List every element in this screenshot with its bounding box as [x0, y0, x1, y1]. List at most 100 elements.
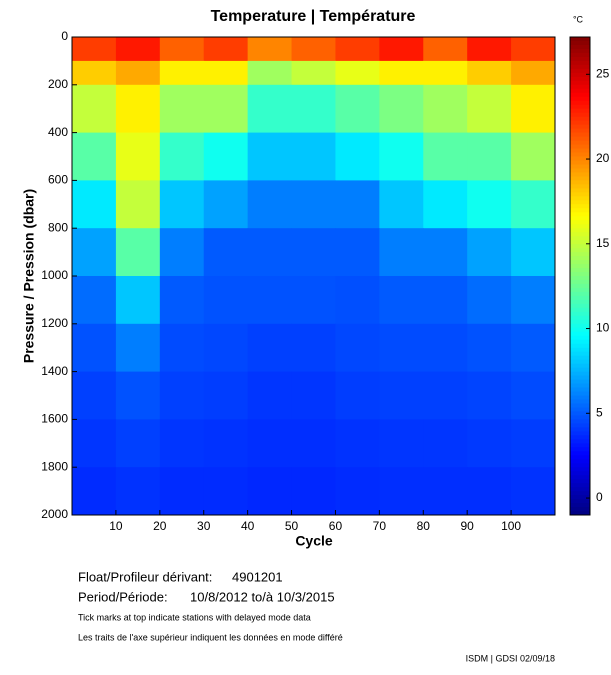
- heat-cell: [159, 132, 205, 181]
- colorbar-step: [570, 487, 590, 492]
- colorbar-step: [570, 256, 590, 261]
- colorbar-step: [570, 311, 590, 317]
- colorbar-step: [570, 495, 590, 500]
- heat-cell: [467, 371, 512, 420]
- heat-cell: [247, 467, 293, 516]
- heat-cell: [467, 276, 512, 325]
- colorbar-tick-label: 5: [596, 405, 603, 419]
- colorbar-step: [570, 196, 590, 201]
- heat-cell: [115, 180, 161, 229]
- colorbar-step: [570, 168, 590, 173]
- heat-cell: [115, 371, 161, 420]
- heat-cell: [423, 276, 468, 325]
- colorbar-step: [570, 37, 590, 42]
- colorbar-step: [570, 88, 590, 94]
- colorbar-step: [570, 459, 590, 464]
- y-tick-label: 2000: [41, 507, 68, 521]
- colorbar-step: [570, 403, 590, 408]
- colorbar-step: [570, 443, 590, 448]
- heat-cell: [203, 419, 249, 468]
- colorbar-step: [570, 188, 590, 193]
- colorbar-step: [570, 475, 590, 480]
- colorbar-step: [570, 371, 590, 377]
- colorbar-step: [570, 76, 590, 82]
- heat-cell: [423, 180, 468, 229]
- heat-cell: [423, 228, 468, 277]
- heat-cell: [203, 323, 249, 373]
- x-tick-label: 80: [417, 519, 431, 533]
- colorbar-step: [570, 132, 590, 138]
- colorbar-step: [570, 264, 590, 269]
- y-tick-label: 1000: [41, 268, 68, 282]
- colorbar-step: [570, 248, 590, 253]
- heat-cell: [511, 276, 556, 325]
- colorbar-step: [570, 224, 590, 229]
- heat-cell: [511, 323, 556, 373]
- heat-cell: [423, 419, 468, 468]
- colorbar-step: [570, 260, 590, 265]
- heat-cell: [291, 276, 336, 325]
- y-tick-label: 1800: [41, 459, 68, 473]
- float-id: 4901201: [232, 569, 283, 584]
- colorbar-step: [570, 399, 590, 404]
- colorbar-step: [570, 299, 590, 305]
- x-tick-label: 40: [241, 519, 255, 533]
- x-tick-label: 20: [153, 519, 167, 533]
- y-tick-label: 600: [48, 173, 68, 187]
- colorbar-step: [570, 479, 590, 484]
- heat-cell: [115, 132, 161, 181]
- colorbar-step: [570, 236, 590, 241]
- colorbar-step: [570, 435, 590, 440]
- colorbar-step: [570, 204, 590, 209]
- x-tick-label: 30: [197, 519, 211, 533]
- heat-cell: [159, 276, 205, 325]
- heat-cell: [159, 371, 205, 420]
- heat-cell: [115, 419, 161, 468]
- heat-cell: [115, 228, 161, 277]
- heat-cell: [72, 323, 117, 373]
- x-tick-label: 100: [501, 519, 521, 533]
- heat-cell: [72, 132, 117, 181]
- colorbar-step: [570, 503, 590, 508]
- colorbar-step: [570, 379, 590, 385]
- heat-cell: [159, 419, 205, 468]
- heat-cell: [247, 276, 293, 325]
- x-tick-label: 60: [329, 519, 343, 533]
- heat-cell: [159, 228, 205, 277]
- heat-cell: [467, 37, 512, 62]
- colorbar-tick-label: 0: [596, 490, 603, 504]
- heat-cell: [247, 323, 293, 373]
- colorbar-tick-label: 15: [596, 236, 610, 250]
- heat-cell: [203, 60, 249, 86]
- heat-cell: [115, 323, 161, 373]
- heat-cell: [291, 419, 336, 468]
- heat-cell: [467, 84, 512, 134]
- colorbar-step: [570, 331, 590, 337]
- heat-cell: [467, 467, 512, 516]
- heat-cell: [467, 180, 512, 229]
- heat-cell: [72, 228, 117, 277]
- colorbar-step: [570, 507, 590, 512]
- colorbar-step: [570, 216, 590, 221]
- colorbar-tick-label: 20: [596, 151, 610, 165]
- colorbar-step: [570, 427, 590, 432]
- heat-cell: [115, 60, 161, 86]
- heat-cell: [335, 467, 380, 516]
- colorbar-step: [570, 395, 590, 400]
- colorbar-step: [570, 307, 590, 313]
- heat-cell: [72, 467, 117, 516]
- heat-cell: [423, 60, 468, 86]
- colorbar-step: [570, 455, 590, 460]
- heat-cell: [511, 132, 556, 181]
- heat-cell: [115, 84, 161, 134]
- y-axis-label: Pressure / Pression (dbar): [21, 189, 37, 363]
- heat-cell: [159, 180, 205, 229]
- x-tick-label: 10: [109, 519, 123, 533]
- colorbar-step: [570, 208, 590, 213]
- colorbar-step: [570, 52, 590, 58]
- colorbar-step: [570, 136, 590, 142]
- heat-cell: [335, 60, 380, 86]
- heat-cell: [335, 419, 380, 468]
- colorbar-step: [570, 319, 590, 325]
- colorbar-step: [570, 407, 590, 412]
